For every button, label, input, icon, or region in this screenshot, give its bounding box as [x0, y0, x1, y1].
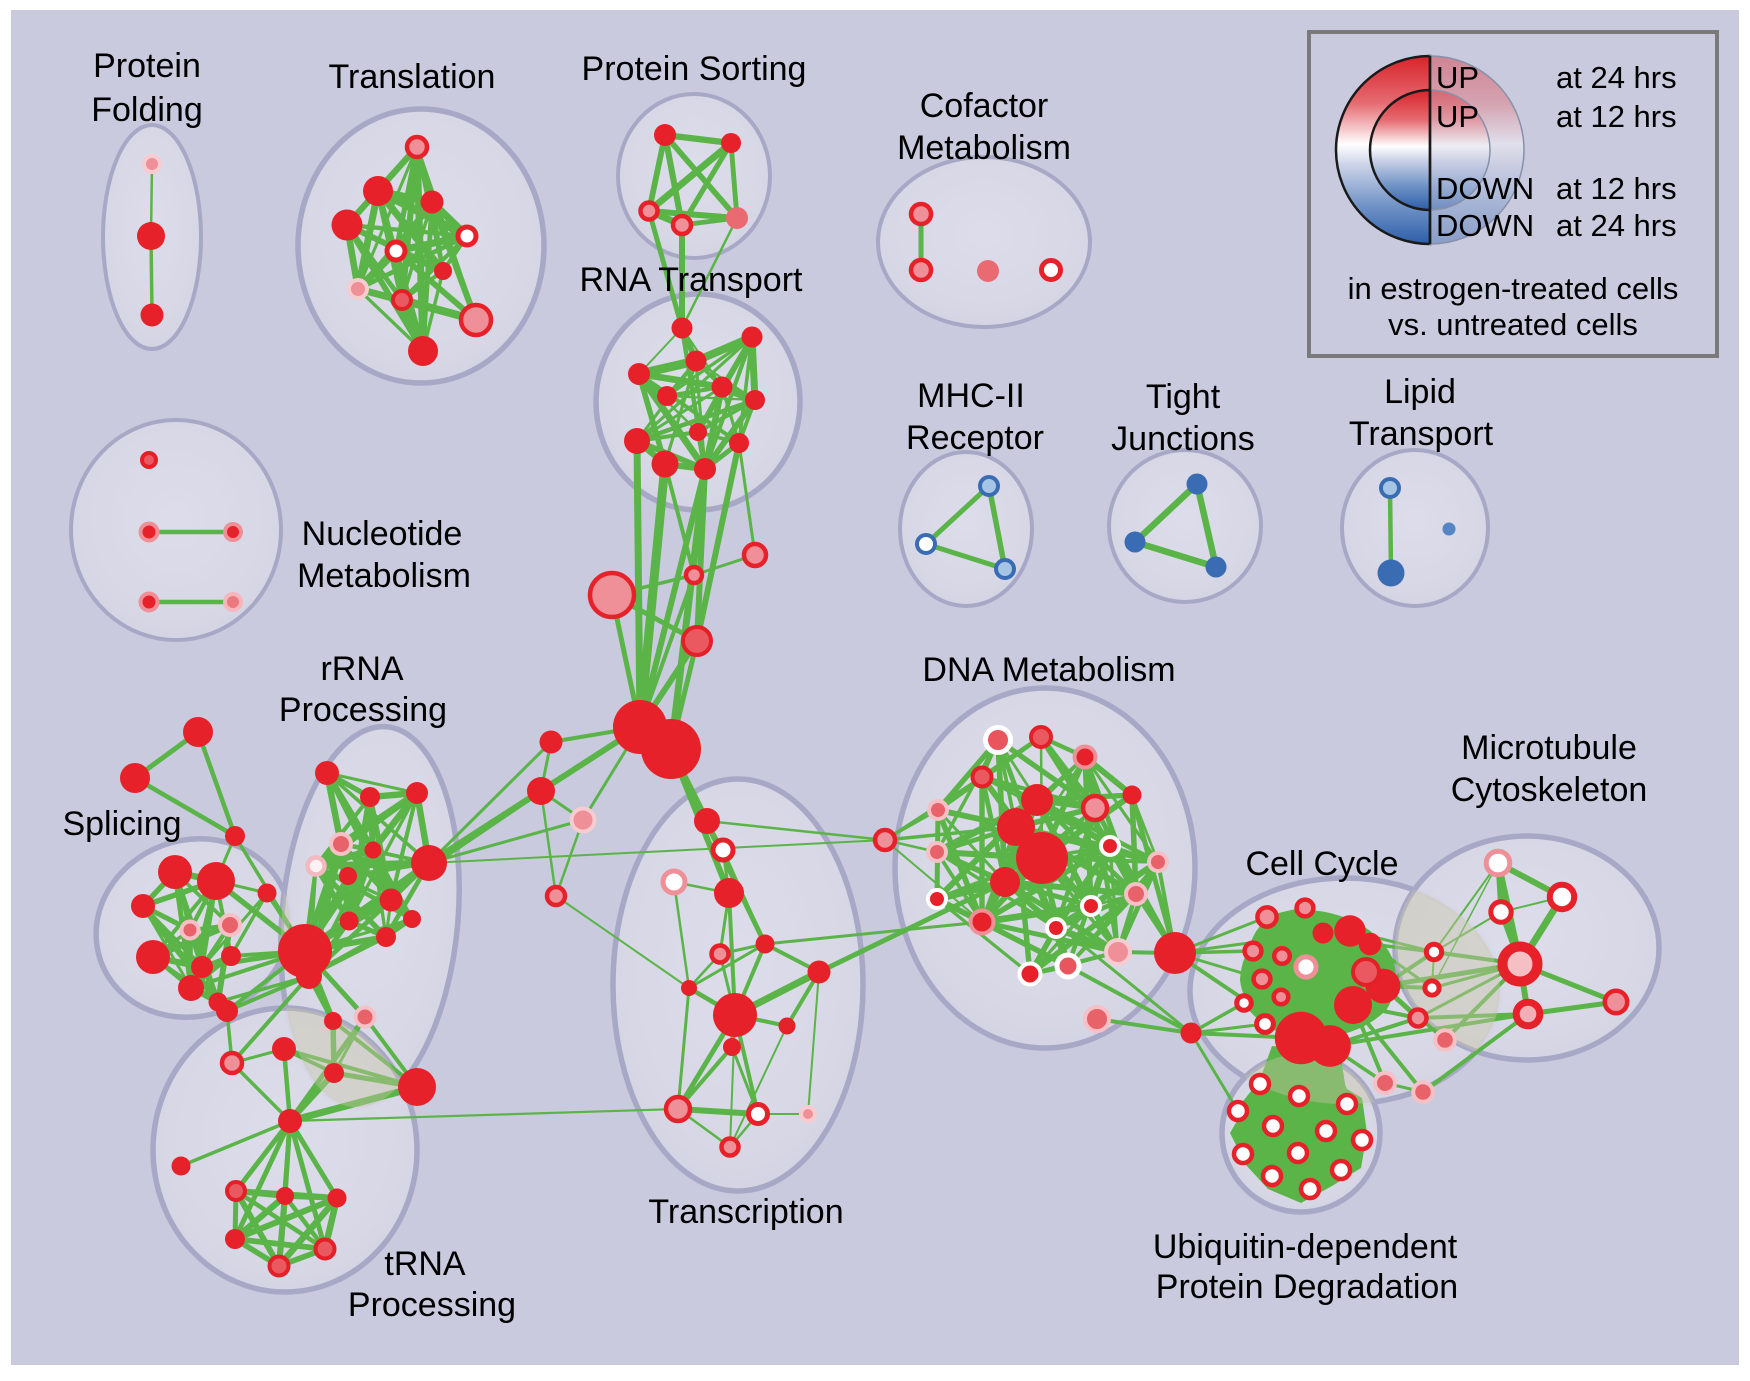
svg-text:Lipid: Lipid: [1384, 373, 1456, 411]
svg-text:Cytoskeleton: Cytoskeleton: [1451, 771, 1648, 809]
svg-text:Nucleotide: Nucleotide: [302, 515, 463, 553]
svg-text:at 24 hrs: at 24 hrs: [1556, 208, 1677, 243]
svg-text:Transcription: Transcription: [648, 1193, 843, 1231]
svg-text:UP: UP: [1436, 99, 1479, 134]
svg-text:RNA Transport: RNA Transport: [580, 261, 804, 299]
svg-text:DNA Metabolism: DNA Metabolism: [922, 651, 1175, 689]
svg-text:in estrogen-treated cells: in estrogen-treated cells: [1348, 271, 1679, 306]
svg-text:Ubiquitin-dependent: Ubiquitin-dependent: [1153, 1228, 1458, 1266]
svg-text:Junctions: Junctions: [1111, 420, 1255, 458]
svg-text:at 12 hrs: at 12 hrs: [1556, 99, 1677, 134]
svg-text:tRNA: tRNA: [384, 1245, 466, 1283]
svg-text:Translation: Translation: [329, 58, 496, 96]
svg-text:vs. untreated cells: vs. untreated cells: [1388, 307, 1638, 342]
svg-text:Cofactor: Cofactor: [920, 87, 1049, 125]
svg-text:Splicing: Splicing: [62, 805, 181, 843]
svg-text:Metabolism: Metabolism: [897, 129, 1071, 167]
svg-text:Folding: Folding: [91, 91, 203, 129]
svg-text:Metabolism: Metabolism: [297, 557, 471, 595]
svg-text:Processing: Processing: [348, 1286, 516, 1324]
svg-text:rRNA: rRNA: [320, 650, 403, 688]
svg-text:Transport: Transport: [1349, 415, 1494, 453]
svg-text:at 24 hrs: at 24 hrs: [1556, 60, 1677, 95]
svg-text:Processing: Processing: [279, 691, 447, 729]
svg-text:UP: UP: [1436, 60, 1479, 95]
svg-text:DOWN: DOWN: [1436, 208, 1534, 243]
svg-text:Cell Cycle: Cell Cycle: [1245, 845, 1398, 883]
svg-text:DOWN: DOWN: [1436, 171, 1534, 206]
svg-text:Protein: Protein: [93, 47, 201, 85]
svg-text:MHC-II: MHC-II: [917, 377, 1025, 415]
svg-text:Protein Sorting: Protein Sorting: [582, 50, 807, 88]
svg-text:Microtubule: Microtubule: [1461, 729, 1637, 767]
svg-text:Protein Degradation: Protein Degradation: [1156, 1268, 1458, 1306]
svg-text:Receptor: Receptor: [906, 419, 1044, 457]
svg-text:at 12 hrs: at 12 hrs: [1556, 171, 1677, 206]
svg-text:Tight: Tight: [1146, 378, 1221, 416]
